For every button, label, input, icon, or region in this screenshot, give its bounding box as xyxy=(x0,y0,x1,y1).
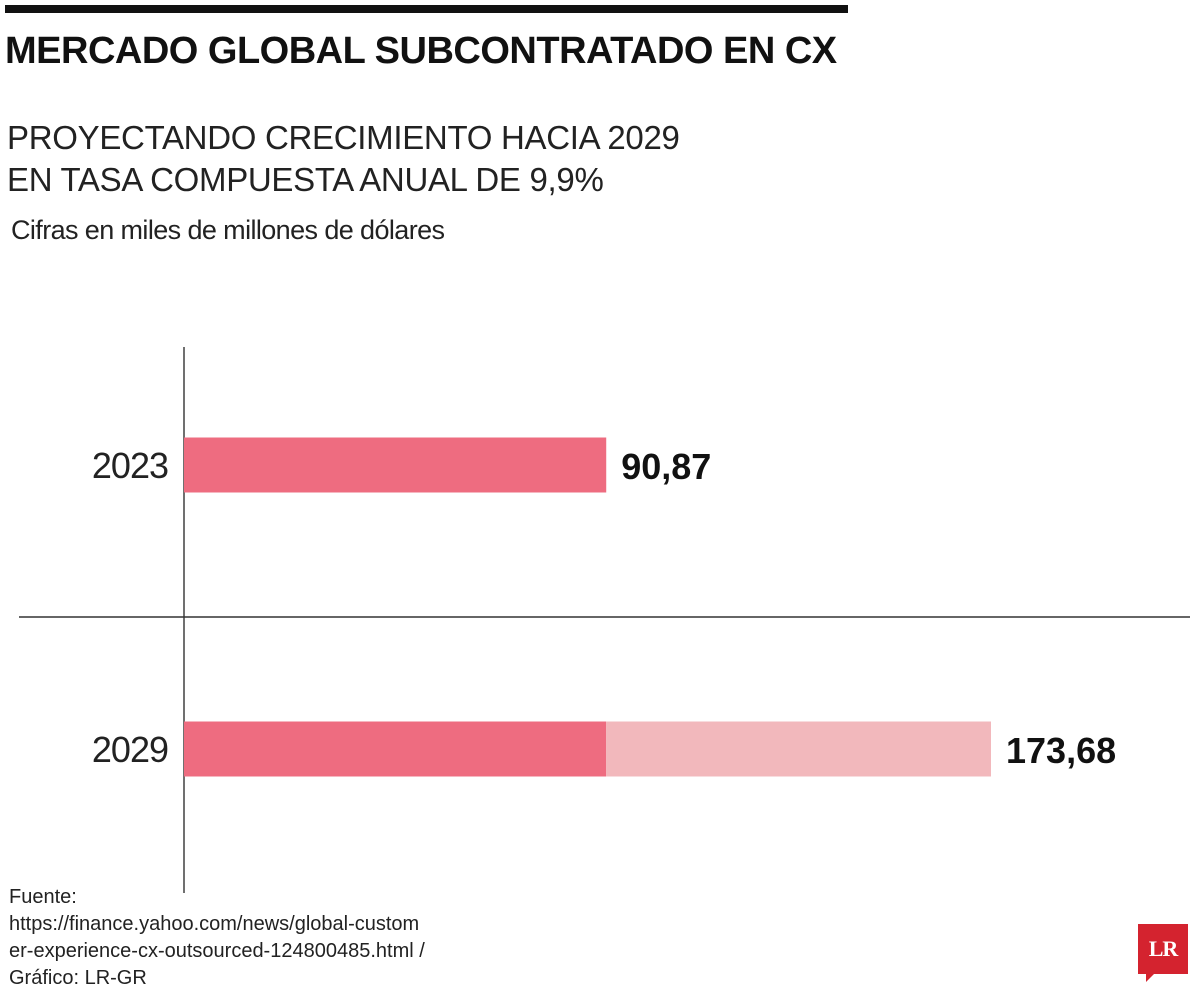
top-rule xyxy=(5,5,848,13)
subtitle-line-2: EN TASA COMPUESTA ANUAL DE 9,9% xyxy=(7,161,604,198)
source-label: Fuente: xyxy=(9,886,77,908)
subtitle-line-1: PROYECTANDO CRECIMIENTO HACIA 2029 xyxy=(7,119,680,156)
source-url-part-2: er-experience-cx-outsourced-124800485.ht… xyxy=(9,940,425,962)
category-label-2023: 2023 xyxy=(92,445,168,486)
value-label-2023: 90,87 xyxy=(621,446,711,487)
chart-subtitle: PROYECTANDO CRECIMIENTO HACIA 2029 EN TA… xyxy=(7,117,680,201)
category-label-2029: 2029 xyxy=(92,729,168,770)
bar-2029-base xyxy=(184,721,607,777)
source-url-part-1: https://finance.yahoo.com/news/global-cu… xyxy=(9,913,420,935)
bar-2029-growth xyxy=(606,721,991,777)
source-note: Fuente: https://finance.yahoo.com/news/g… xyxy=(9,884,529,992)
graphic-credit: Gráfico: LR-GR xyxy=(9,967,147,989)
bar-2023-base xyxy=(184,437,607,493)
lr-logo: LR xyxy=(1138,924,1188,982)
units-note: Cifras en miles de millones de dólares xyxy=(11,215,445,245)
chart-title: MERCADO GLOBAL SUBCONTRATADO EN CX xyxy=(5,30,837,72)
value-label-2029: 173,68 xyxy=(1006,730,1116,771)
